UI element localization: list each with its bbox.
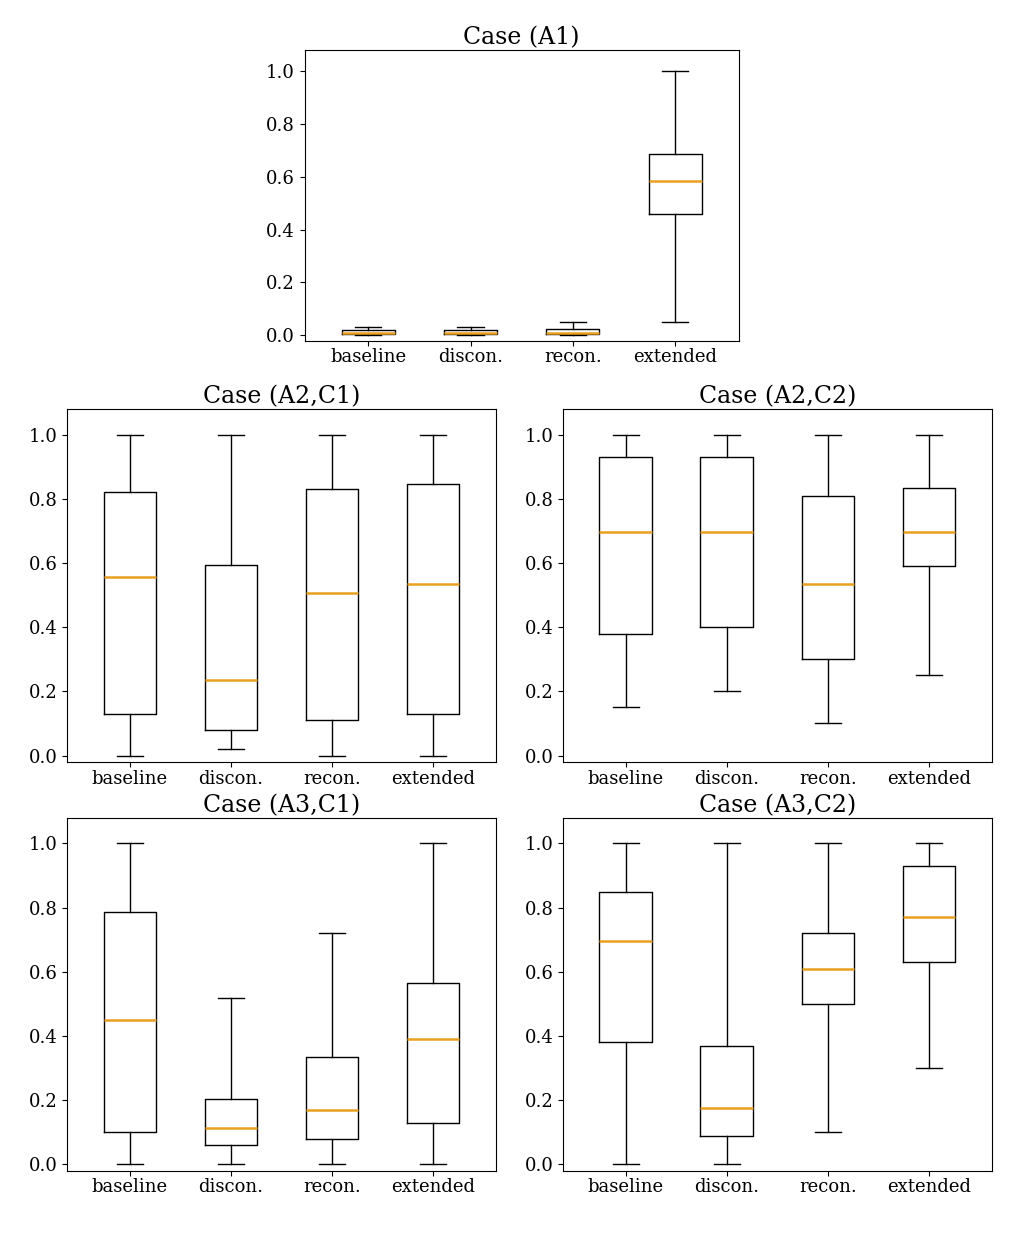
Title: Case (A3,C2): Case (A3,C2) [698, 794, 856, 818]
Title: Case (A1): Case (A1) [464, 26, 580, 50]
Title: Case (A3,C1): Case (A3,C1) [202, 794, 361, 818]
Title: Case (A2,C1): Case (A2,C1) [202, 385, 361, 409]
Title: Case (A2,C2): Case (A2,C2) [698, 385, 856, 409]
